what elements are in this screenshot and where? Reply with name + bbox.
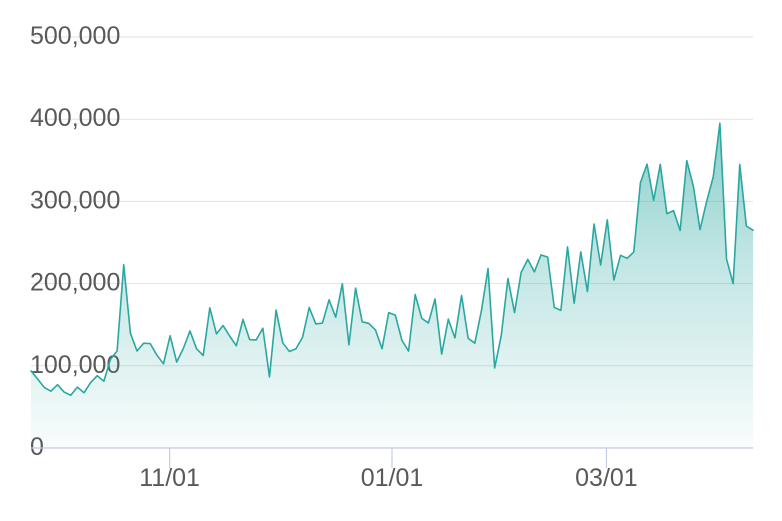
svg-text:400,000: 400,000	[30, 104, 120, 132]
svg-text:11/01: 11/01	[139, 464, 200, 492]
svg-text:200,000: 200,000	[30, 269, 120, 297]
svg-text:500,000: 500,000	[30, 22, 120, 50]
svg-text:03/01: 03/01	[575, 464, 638, 492]
svg-text:01/01: 01/01	[361, 464, 424, 492]
svg-text:300,000: 300,000	[30, 186, 120, 214]
